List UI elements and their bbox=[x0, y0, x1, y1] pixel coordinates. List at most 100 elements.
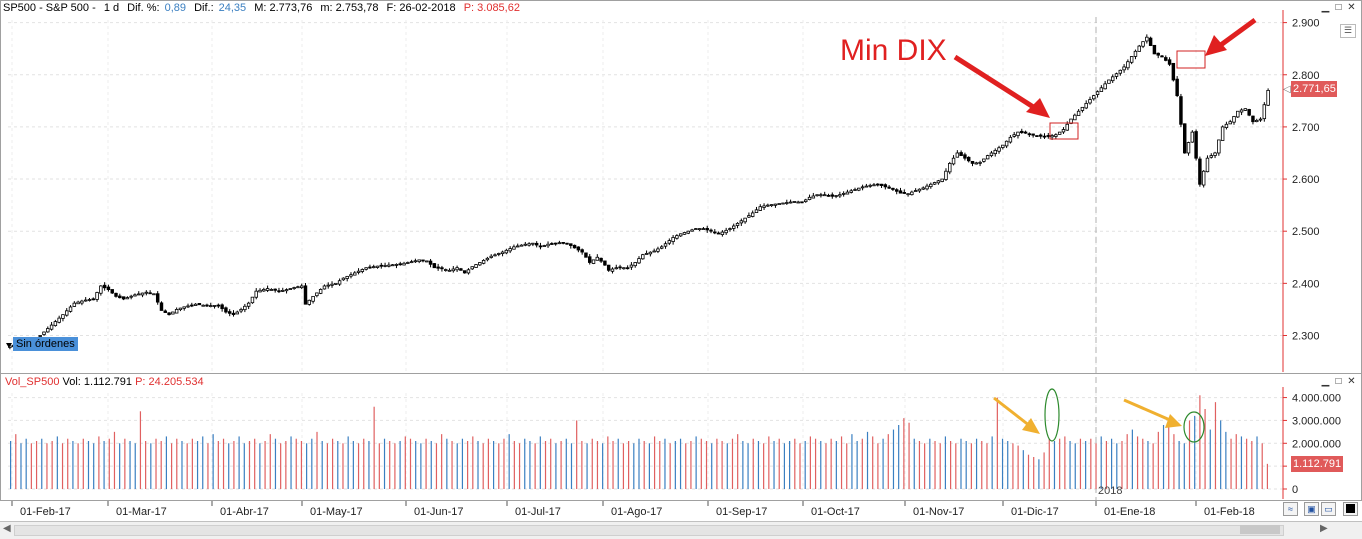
candle-body bbox=[1110, 76, 1115, 82]
candle-body bbox=[474, 264, 478, 268]
orders-badge[interactable]: Sin órdenes bbox=[6, 337, 78, 351]
candle-body bbox=[773, 203, 778, 206]
candle-body bbox=[57, 317, 61, 323]
close-icon[interactable]: ✕ bbox=[1347, 2, 1356, 13]
candle-body bbox=[470, 266, 474, 270]
candle-body bbox=[1023, 131, 1028, 134]
candle-body bbox=[769, 204, 774, 207]
x-tick-label: 01-Oct-17 bbox=[811, 506, 860, 518]
candle-body bbox=[713, 231, 717, 234]
candle-body bbox=[1016, 131, 1020, 137]
candle-body bbox=[557, 242, 562, 245]
price-tick-label: 2.400 bbox=[1292, 278, 1320, 290]
candle-body bbox=[205, 304, 209, 307]
candle-body bbox=[641, 254, 645, 260]
black-square-icon[interactable] bbox=[1343, 502, 1358, 516]
color-toggle-icon[interactable]: ▭ bbox=[1321, 502, 1336, 516]
close-icon[interactable]: ✕ bbox=[1347, 376, 1356, 387]
candle-body bbox=[1209, 155, 1213, 158]
candle-body bbox=[102, 284, 107, 289]
candle-body bbox=[561, 242, 565, 244]
candle-body bbox=[1042, 135, 1047, 138]
candle-body bbox=[353, 272, 357, 276]
maximize-icon[interactable]: □ bbox=[1335, 2, 1342, 13]
candle-body bbox=[76, 301, 80, 305]
save-icon[interactable]: ▣ bbox=[1304, 502, 1319, 516]
panel-menu-icon[interactable]: ☰ bbox=[1340, 24, 1356, 38]
candle-body bbox=[599, 257, 603, 262]
candle-body bbox=[318, 289, 323, 294]
candle-body bbox=[413, 260, 418, 263]
green-ellipse-1 bbox=[1044, 388, 1060, 442]
candle-body bbox=[1236, 110, 1240, 118]
volume-window-buttons: ▁ □ ✕ bbox=[1320, 377, 1357, 387]
candle-body bbox=[273, 288, 277, 291]
candle-body bbox=[838, 194, 842, 197]
min-label: m: 2.753,78 bbox=[320, 2, 379, 14]
x-tick-label: 01-Jun-17 bbox=[414, 506, 464, 518]
candle-body bbox=[1084, 103, 1088, 109]
candle-body bbox=[1065, 123, 1069, 131]
candle-body bbox=[99, 285, 103, 294]
candle-body bbox=[349, 274, 353, 277]
candle-body bbox=[625, 267, 630, 270]
candle-body bbox=[788, 201, 793, 204]
candle-body bbox=[1167, 59, 1172, 65]
candle-body bbox=[428, 260, 433, 265]
candle-body bbox=[1243, 108, 1248, 111]
candle-body bbox=[781, 202, 785, 205]
price-tick-label: 2.600 bbox=[1292, 174, 1320, 186]
candle-body bbox=[652, 250, 656, 253]
minimize-icon[interactable]: ▁ bbox=[1321, 376, 1330, 387]
scroll-left-icon[interactable]: ◀ bbox=[3, 523, 11, 534]
horizontal-scrollbar[interactable] bbox=[14, 525, 1284, 536]
last-price-tag: 2.771,65 bbox=[1291, 81, 1337, 97]
candle-body bbox=[637, 258, 641, 264]
candle-body bbox=[610, 268, 615, 272]
orders-label: Sin órdenes bbox=[13, 337, 78, 351]
scrollbar-thumb[interactable] bbox=[1240, 525, 1280, 534]
minimize-icon[interactable]: ▁ bbox=[1321, 2, 1330, 13]
candle-body bbox=[394, 264, 399, 266]
candle-body bbox=[989, 152, 994, 157]
candle-body bbox=[519, 244, 524, 247]
candle-body bbox=[500, 251, 505, 254]
candle-body bbox=[1035, 135, 1039, 137]
scroll-right-icon[interactable]: ▶ bbox=[1320, 523, 1328, 534]
volume-vol-label: Vol: 1.112.791 bbox=[62, 376, 133, 388]
candle-body bbox=[459, 268, 463, 271]
candle-body bbox=[121, 296, 126, 300]
candle-body bbox=[478, 262, 482, 266]
green-ellipse-2 bbox=[1183, 411, 1205, 443]
candle-body bbox=[1255, 119, 1259, 123]
candle-body bbox=[1148, 37, 1153, 46]
candle-body bbox=[1232, 116, 1236, 123]
red-arrow-2 bbox=[1205, 17, 1257, 56]
candle-body bbox=[902, 192, 907, 194]
candle-body bbox=[595, 256, 600, 261]
candle-body bbox=[1133, 50, 1138, 57]
candle-body bbox=[1103, 83, 1107, 90]
dif-label: Dif.: bbox=[194, 2, 214, 14]
candle-body bbox=[553, 242, 558, 245]
candle-body bbox=[209, 305, 213, 307]
candle-body bbox=[341, 277, 346, 281]
symbol-label: SP500 - S&P 500 - bbox=[3, 2, 96, 14]
zoom-icon[interactable]: ≈ bbox=[1283, 502, 1298, 516]
candle-body bbox=[603, 260, 607, 266]
candle-body bbox=[406, 262, 410, 264]
candle-body bbox=[792, 201, 797, 203]
candle-body bbox=[663, 243, 668, 247]
maximize-icon[interactable]: □ bbox=[1335, 376, 1342, 387]
candle-body bbox=[906, 193, 910, 196]
x-tick-label: 01-May-17 bbox=[310, 506, 363, 518]
candle-body bbox=[1141, 41, 1145, 47]
candle-body bbox=[140, 292, 145, 296]
candle-body bbox=[1228, 121, 1232, 125]
candle-body bbox=[1239, 109, 1244, 113]
candle-body bbox=[565, 242, 569, 245]
candle-body bbox=[804, 199, 808, 202]
candle-body bbox=[1107, 79, 1111, 84]
volume-tick-label: 0 bbox=[1292, 484, 1298, 496]
x-tick-label: 01-Sep-17 bbox=[716, 506, 767, 518]
